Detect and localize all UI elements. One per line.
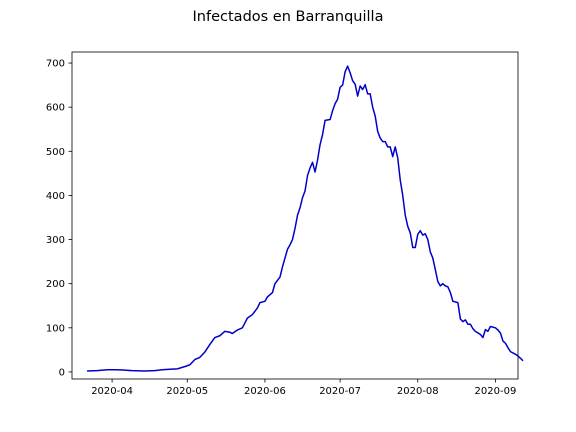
x-tick-label: 2020-07 bbox=[319, 386, 361, 397]
series-line bbox=[86, 65, 524, 372]
x-tick-label: 2020-09 bbox=[475, 386, 517, 397]
y-tick-label: 400 bbox=[46, 191, 65, 202]
x-tick-label: 2020-04 bbox=[91, 386, 133, 397]
y-tick-label: 300 bbox=[46, 235, 65, 246]
y-tick-label: 700 bbox=[46, 59, 65, 70]
x-tick-label: 2020-06 bbox=[244, 386, 286, 397]
x-axis: 2020-04 2020-05 2020-06 2020-07 2020-08 2020-… bbox=[91, 379, 516, 397]
x-tick-label: 2020-05 bbox=[166, 386, 208, 397]
y-tick-label: 200 bbox=[46, 279, 65, 290]
plot-background bbox=[72, 52, 518, 379]
y-tick-label: 600 bbox=[46, 103, 65, 114]
plot-area bbox=[72, 52, 518, 379]
x-tick-label: 2020-08 bbox=[397, 386, 439, 397]
y-tick-label: 0 bbox=[59, 367, 65, 378]
plot-frame bbox=[71, 51, 519, 380]
chart-title: Infectados en Barranquilla bbox=[193, 9, 384, 25]
y-tick-label: 100 bbox=[46, 323, 65, 334]
y-tick-label: 500 bbox=[46, 147, 65, 158]
y-axis: 0 100 200 300 400 500 600 700 bbox=[46, 59, 72, 378]
